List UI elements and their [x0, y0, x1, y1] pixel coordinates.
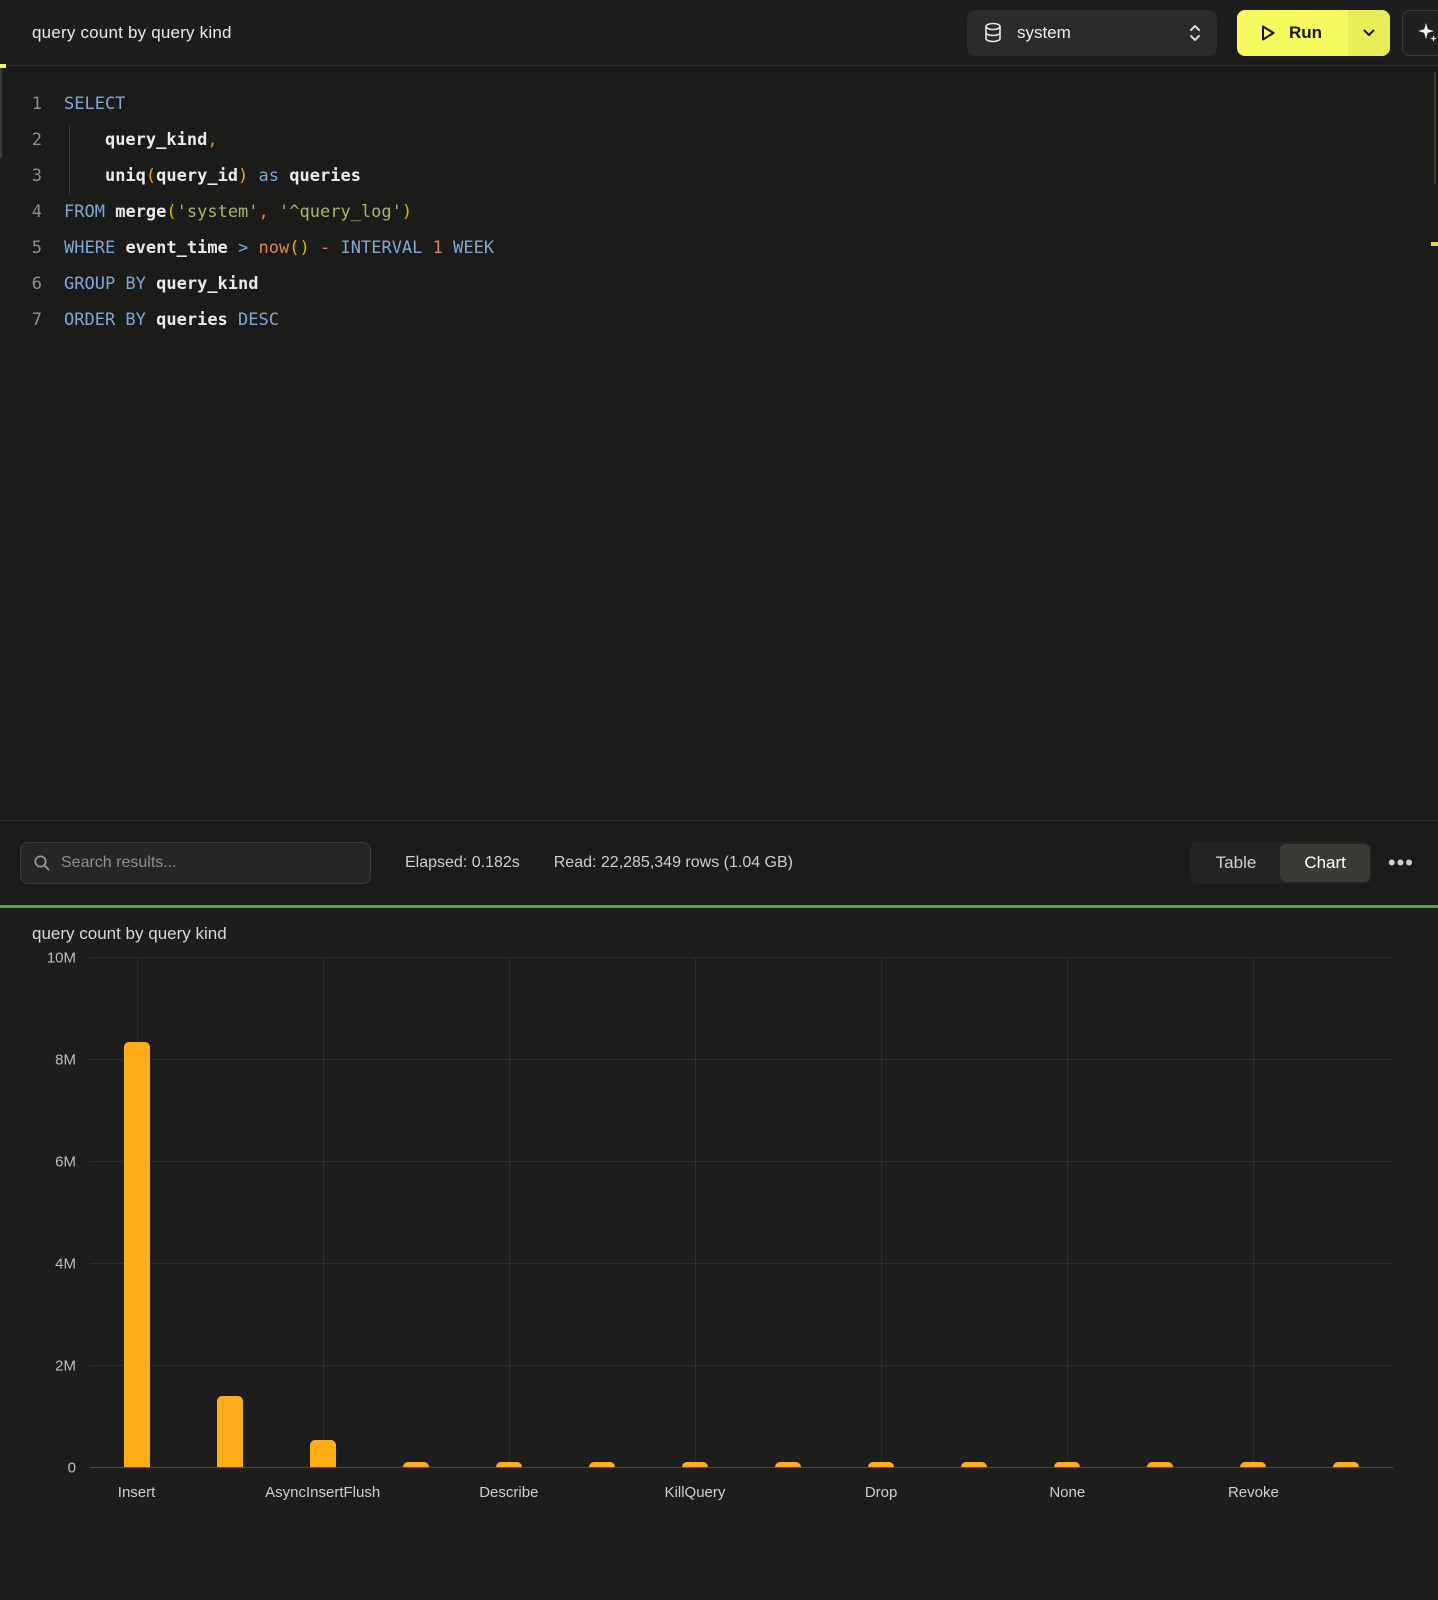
- chart-bar[interactable]: [1333, 1462, 1359, 1467]
- run-button[interactable]: Run: [1237, 10, 1390, 56]
- more-options-button[interactable]: •••: [1388, 850, 1414, 876]
- chart-bar[interactable]: [310, 1440, 336, 1467]
- sparkle-icon: [1417, 21, 1438, 45]
- line-number: 3: [0, 158, 42, 194]
- h-gridline: [90, 1263, 1393, 1264]
- top-bar: query count by query kind system Run: [0, 0, 1438, 66]
- chart-bar[interactable]: [1054, 1462, 1080, 1467]
- results-toolbar: Elapsed: 0.182s Read: 22,285,349 rows (1…: [0, 820, 1438, 905]
- elapsed-stat: Elapsed: 0.182s: [405, 854, 520, 872]
- chart-bar[interactable]: [217, 1396, 243, 1467]
- left-edge-strip: [0, 68, 2, 158]
- code-line: 6 GROUP BY query_kind: [0, 266, 1438, 302]
- y-tick-label: 8M: [55, 1052, 76, 1069]
- run-button-main[interactable]: Run: [1237, 10, 1348, 56]
- h-gridline: [90, 957, 1393, 958]
- run-button-label: Run: [1289, 23, 1322, 43]
- x-tick-label: Drop: [865, 1484, 898, 1501]
- code-line: 4 FROM merge('system', '^query_log'): [0, 194, 1438, 230]
- y-tick-label: 2M: [55, 1358, 76, 1375]
- editor-scrollbar[interactable]: [1434, 72, 1436, 184]
- code-line: 5 WHERE event_time > now() - INTERVAL 1 W…: [0, 230, 1438, 266]
- chart-bar[interactable]: [682, 1462, 708, 1467]
- database-selector[interactable]: system: [967, 10, 1217, 56]
- database-selector-value: system: [1017, 23, 1187, 43]
- ellipsis-icon: •••: [1388, 850, 1414, 875]
- sql-editor[interactable]: 1SELECT2 query_kind,3 uniq(query_id) as …: [0, 66, 1438, 820]
- chart-bar[interactable]: [1147, 1462, 1173, 1467]
- v-gridline: [695, 958, 696, 1468]
- x-tick-label: Insert: [118, 1484, 156, 1501]
- search-results-box[interactable]: [20, 842, 371, 884]
- code-text: uniq(query_id) as queries: [64, 158, 361, 194]
- code-line: 7 ORDER BY queries DESC: [0, 302, 1438, 338]
- overview-ruler-marker: [1431, 242, 1438, 246]
- view-toggle-chart[interactable]: Chart: [1280, 844, 1370, 882]
- line-number: 2: [0, 122, 42, 158]
- ai-assistant-button[interactable]: [1402, 10, 1438, 56]
- chart-bar[interactable]: [589, 1462, 615, 1467]
- query-title[interactable]: query count by query kind: [32, 23, 232, 43]
- x-tick-label: AsyncInsertFlush: [265, 1484, 380, 1501]
- view-toggle-table[interactable]: Table: [1192, 844, 1281, 882]
- y-tick-label: 6M: [55, 1154, 76, 1171]
- chart-panel: query count by query kind 02M4M6M8M10M I…: [0, 908, 1438, 1600]
- chart-bar[interactable]: [1240, 1462, 1266, 1467]
- chart-bar[interactable]: [961, 1462, 987, 1467]
- v-gridline: [1253, 958, 1254, 1468]
- y-tick-label: 4M: [55, 1256, 76, 1273]
- x-tick-label: Revoke: [1228, 1484, 1279, 1501]
- x-tick-label: None: [1049, 1484, 1085, 1501]
- code-line: 2 query_kind,: [0, 122, 1438, 158]
- code-text: GROUP BY query_kind: [64, 266, 259, 302]
- v-gridline: [881, 958, 882, 1468]
- view-toggle: Table Chart: [1190, 842, 1372, 884]
- editor-lines: 1SELECT2 query_kind,3 uniq(query_id) as …: [0, 86, 1438, 338]
- line-number: 7: [0, 302, 42, 338]
- y-tick-label: 10M: [47, 950, 76, 967]
- line-number: 6: [0, 266, 42, 302]
- chevron-up-down-icon: [1187, 22, 1203, 44]
- read-stat: Read: 22,285,349 rows (1.04 GB): [554, 854, 793, 872]
- code-line: 1 SELECT: [0, 86, 1438, 122]
- x-axis-labels: Insert AsyncInsertFlush Describe KillQuery D…: [90, 1468, 1393, 1502]
- line-number: 5: [0, 230, 42, 266]
- y-tick-label: 0: [68, 1460, 76, 1477]
- plot-area: 02M4M6M8M10M: [90, 958, 1393, 1468]
- code-line: 3 uniq(query_id) as queries: [0, 158, 1438, 194]
- chart-bar[interactable]: [775, 1462, 801, 1467]
- v-gridline: [509, 958, 510, 1468]
- play-icon: [1259, 23, 1277, 43]
- database-icon: [983, 22, 1003, 44]
- code-text: FROM merge('system', '^query_log'): [64, 194, 412, 230]
- chart-title: query count by query kind: [0, 908, 1438, 944]
- code-text: SELECT: [64, 86, 125, 122]
- x-tick-label: Describe: [479, 1484, 538, 1501]
- x-tick-label: KillQuery: [665, 1484, 726, 1501]
- line-number: 1: [0, 86, 42, 122]
- code-text: ORDER BY queries DESC: [64, 302, 279, 338]
- h-gridline: [90, 1365, 1393, 1366]
- chart-bar[interactable]: [403, 1462, 429, 1467]
- code-text: query_kind,: [64, 122, 218, 158]
- indent-guide: [69, 126, 70, 194]
- line-number: 4: [0, 194, 42, 230]
- h-gridline: [90, 1161, 1393, 1162]
- chart-bar[interactable]: [124, 1042, 150, 1467]
- chevron-down-icon: [1362, 28, 1376, 38]
- h-gridline: [90, 1059, 1393, 1060]
- run-options-button[interactable]: [1348, 10, 1390, 56]
- search-icon: [33, 854, 51, 872]
- code-text: WHERE event_time > now() - INTERVAL 1 WE…: [64, 230, 494, 266]
- search-results-input[interactable]: [61, 854, 341, 872]
- v-gridline: [1067, 958, 1068, 1468]
- v-gridline: [323, 958, 324, 1468]
- chart-bar[interactable]: [868, 1462, 894, 1467]
- chart-bar[interactable]: [496, 1462, 522, 1467]
